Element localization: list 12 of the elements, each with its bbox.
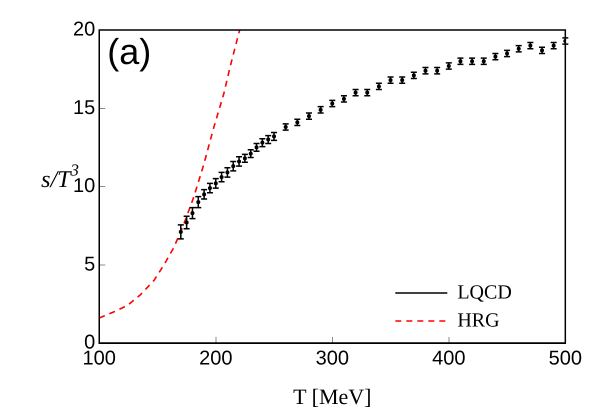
- x-tick-label: 300: [316, 348, 349, 370]
- y-tick-label: 20: [72, 18, 96, 41]
- y-tick-label: 5: [84, 253, 96, 276]
- annotation: (a): [107, 30, 152, 72]
- y-tick-label: 15: [72, 96, 96, 119]
- legend-label: LQCD: [457, 281, 512, 304]
- legend-label: HRG: [457, 309, 500, 332]
- x-tick-label: 200: [199, 348, 232, 370]
- line-series: [99, 30, 240, 319]
- x-tick-label: 500: [548, 348, 582, 370]
- x-axis-title: T [MeV]: [293, 384, 372, 409]
- x-tick-label: 400: [432, 348, 466, 370]
